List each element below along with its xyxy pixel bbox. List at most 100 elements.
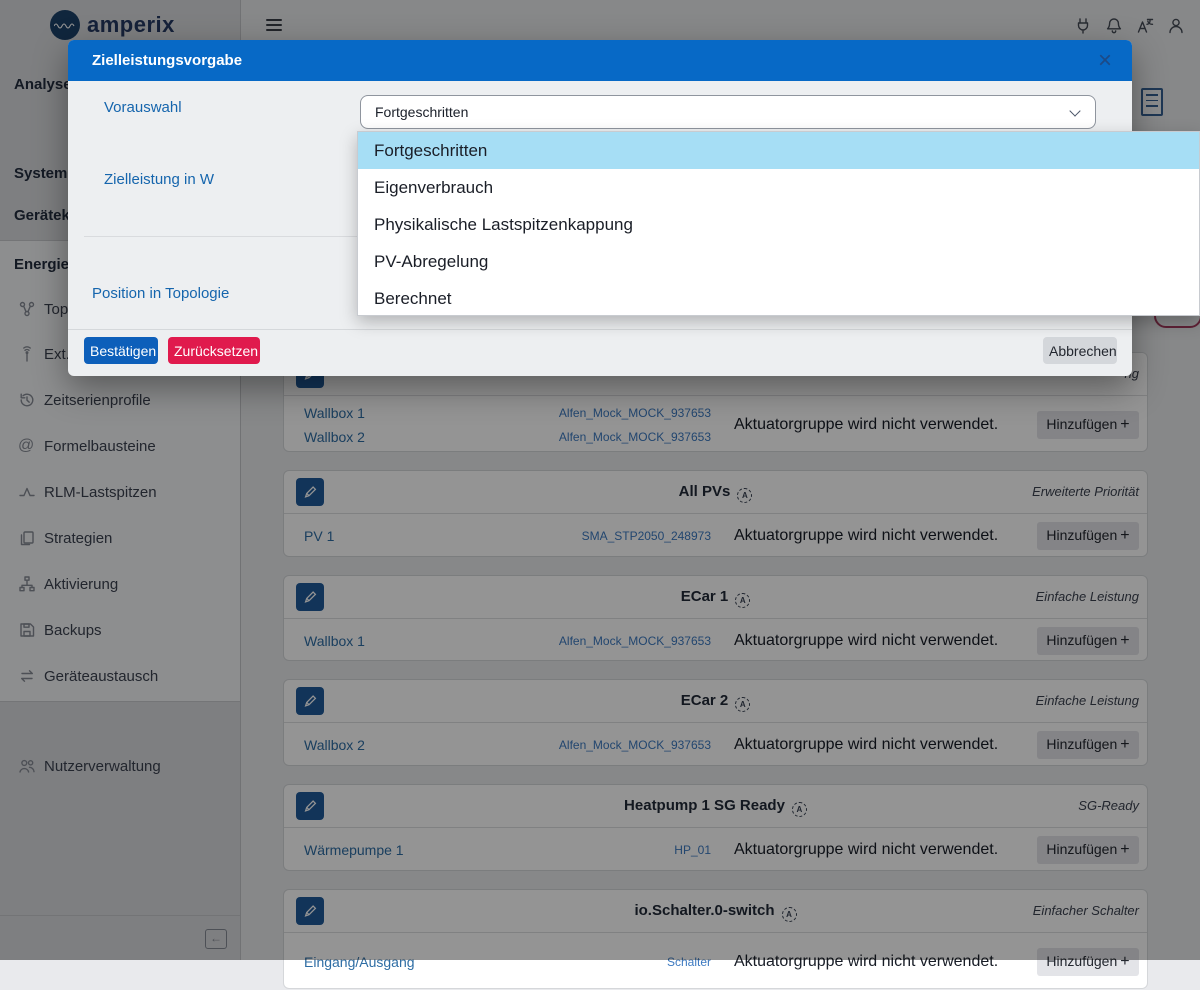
card-title: io.Schalter.0-switch A	[284, 902, 1147, 922]
power-plug-icon[interactable]	[1073, 16, 1093, 36]
add-button[interactable]: Hinzufügen +	[1037, 410, 1139, 439]
position-topology-label: Position in Topologie	[92, 285, 230, 302]
sidebar-item-formelbausteine[interactable]: @ Formelbausteine	[18, 437, 156, 455]
device-link[interactable]: PV 1	[304, 528, 335, 544]
card-body: PV 1 SMA_STP2050_248973 Aktuatorgruppe wir…	[284, 514, 1147, 558]
peak-icon	[18, 483, 36, 501]
modal-title: Zielleistungsvorgabe	[92, 52, 243, 69]
actuator-message: Aktuatorgruppe wird nicht verwendet.	[734, 841, 999, 858]
sidebar-item-ext-[interactable]: Ext.	[0, 343, 240, 365]
device-id-link[interactable]: SMA_STP2050_248973	[581, 529, 711, 543]
actuator-message: Aktuatorgruppe wird nicht verwendet.	[734, 736, 999, 753]
list-view-toggle-button[interactable]	[1141, 88, 1163, 116]
notification-bell-icon[interactable]	[1104, 16, 1124, 36]
card-header: ECar 1 A Einfache Leistung	[284, 576, 1147, 619]
dropdown-option-physikalische-lastspitzenkappung[interactable]: Physikalische Lastspitzenkappung	[374, 215, 633, 234]
edit-pencil-icon[interactable]	[296, 687, 324, 715]
auto-gear-icon: A	[735, 697, 751, 712]
sidebar-section-analyse[interactable]: Analyse	[14, 76, 72, 93]
confirm-button[interactable]: Bestätigen	[84, 337, 158, 364]
card-priority-label: Erweiterte Priorität	[1032, 484, 1139, 499]
topology-icon	[18, 300, 36, 318]
plus-icon: +	[1120, 841, 1130, 858]
actuator-group-card-heatpump-1-sg-ready: Heatpump 1 SG Ready A SG-Ready Wärmepumpe 1…	[283, 784, 1148, 871]
dropdown-option-fortgeschritten[interactable]: Fortgeschritten	[358, 132, 1199, 169]
brand-logo[interactable]: amperix	[50, 10, 175, 40]
brand-name: amperix	[87, 12, 175, 37]
actuator-group-card-ecar-1: ECar 1 A Einfache Leistung Wallbox 1 Alfen_M…	[283, 575, 1148, 661]
card-priority-label: Einfache Leistung	[1035, 589, 1139, 604]
swap-icon	[18, 667, 36, 685]
sidebar-item-ger-teaustausch[interactable]: Geräteaustausch	[0, 665, 240, 687]
dropdown-option-berechnet[interactable]: Berechnet	[374, 289, 452, 308]
edit-pencil-icon[interactable]	[296, 478, 324, 506]
at-icon: @	[18, 437, 35, 454]
cancel-button[interactable]: Abbrechen	[1043, 337, 1117, 364]
menu-hamburger-icon[interactable]	[266, 19, 282, 32]
device-id-link[interactable]: Alfen_Mock_MOCK_937653	[558, 738, 711, 752]
auto-gear-icon: A	[737, 488, 753, 503]
target-power-label: Zielleistung in W	[104, 171, 215, 188]
device-id-link[interactable]: Alfen_Mock_MOCK_937653	[558, 405, 711, 420]
auto-gear-icon: A	[791, 802, 807, 817]
plus-icon: +	[1120, 527, 1130, 544]
card-priority-label: SG-Ready	[1078, 798, 1139, 813]
modal-header: Zielleistungsvorgabe ×	[68, 40, 1132, 81]
actuator-message: Aktuatorgruppe wird nicht verwendet.	[734, 631, 999, 649]
antenna-icon	[18, 345, 36, 363]
auto-gear-icon: A	[781, 907, 797, 922]
sidebar-item-aktivierung[interactable]: Aktivierung	[0, 573, 240, 595]
card-priority-label: Einfache Leistung	[1035, 693, 1139, 708]
edit-pencil-icon[interactable]	[296, 897, 324, 925]
card-priority-label: Einfacher Schalter	[1032, 903, 1139, 918]
actuator-message: Aktuatorgruppe wird nicht verwendet.	[734, 527, 999, 544]
card-header: ECar 2 A Einfache Leistung	[284, 680, 1147, 723]
modal-footer: Bestätigen Zurücksetzen Abbrechen	[68, 329, 1132, 377]
preselect-dropdown[interactable]: Fortgeschritten	[360, 95, 1096, 129]
sidebar-item-backups[interactable]: Backups	[0, 619, 240, 641]
dropdown-option-pv-abregelung[interactable]: PV-Abregelung	[374, 252, 489, 271]
card-body: Wallbox 1 Alfen_Mock_MOCK_937653 Aktuatorg…	[284, 619, 1147, 662]
dropdown-selected-value: Fortgeschritten	[375, 104, 469, 120]
sidebar-item-zeitserienprofile[interactable]: Zeitserienprofile	[0, 389, 240, 411]
card-body: Wallbox 2 Alfen_Mock_MOCK_937653 Aktuatorg…	[284, 723, 1147, 767]
sidebar-item-top[interactable]: Top	[0, 298, 240, 320]
close-icon[interactable]: ×	[1092, 43, 1118, 79]
sidebar-item-rlm-lastspitzen[interactable]: RLM-Lastspitzen	[0, 481, 240, 503]
sidebar-footer: ←	[0, 915, 240, 961]
device-id-link[interactable]: Alfen_Mock_MOCK_937653	[558, 429, 711, 444]
device-link[interactable]: Wallbox 2	[304, 737, 365, 753]
chevron-down-icon	[1069, 105, 1081, 117]
edit-pencil-icon[interactable]	[296, 792, 324, 820]
add-button[interactable]: Hinzufügen +	[1037, 731, 1139, 759]
device-id-link[interactable]: HP_01	[674, 843, 711, 857]
device-link[interactable]: Wärmepumpe 1	[304, 842, 404, 858]
card-body: Wärmepumpe 1 HP_01 Aktuatorgruppe wird nic…	[284, 828, 1147, 872]
device-link[interactable]: Wallbox 1	[304, 632, 365, 649]
dropdown-option-eigenverbrauch[interactable]: Eigenverbrauch	[374, 178, 494, 197]
device-id-link[interactable]: Alfen_Mock_MOCK_937653	[558, 633, 711, 648]
sidebar-section-system[interactable]: Systeme	[14, 165, 76, 182]
card-body: Wallbox 1 Wallbox 2 Alfen_Mock_MOCK_937653…	[284, 396, 1147, 453]
preselect-label: Vorauswahl	[104, 99, 182, 116]
add-button[interactable]: Hinzufügen +	[1037, 626, 1139, 655]
sidebar-section-energie[interactable]: Energie	[14, 256, 70, 273]
sidebar-collapse-icon[interactable]: ←	[205, 929, 227, 949]
card-header: All PVs A Erweiterte Priorität	[284, 471, 1147, 514]
device-link[interactable]: Wallbox 1	[304, 404, 365, 421]
users-icon	[18, 757, 36, 775]
auto-gear-icon: A	[735, 593, 751, 608]
sidebar-item-nutzerverwaltung[interactable]: Nutzerverwaltung	[0, 755, 240, 777]
sidebar-item-strategien[interactable]: Strategien	[0, 527, 240, 549]
add-button[interactable]: Hinzufügen +	[1037, 522, 1139, 550]
user-icon[interactable]	[1166, 16, 1186, 36]
translate-icon[interactable]	[1135, 16, 1155, 36]
add-button[interactable]: Hinzufügen +	[1037, 836, 1139, 864]
dropdown-option-list: Fortgeschritten Eigenverbrauch Physikalisc…	[357, 131, 1200, 316]
sidebar-section-geraete[interactable]: Gerätek	[14, 207, 70, 224]
device-link[interactable]: Wallbox 2	[304, 428, 365, 445]
edit-pencil-icon[interactable]	[296, 583, 324, 611]
hierarchy-icon	[18, 575, 36, 593]
reset-button[interactable]: Zurücksetzen	[168, 337, 260, 364]
